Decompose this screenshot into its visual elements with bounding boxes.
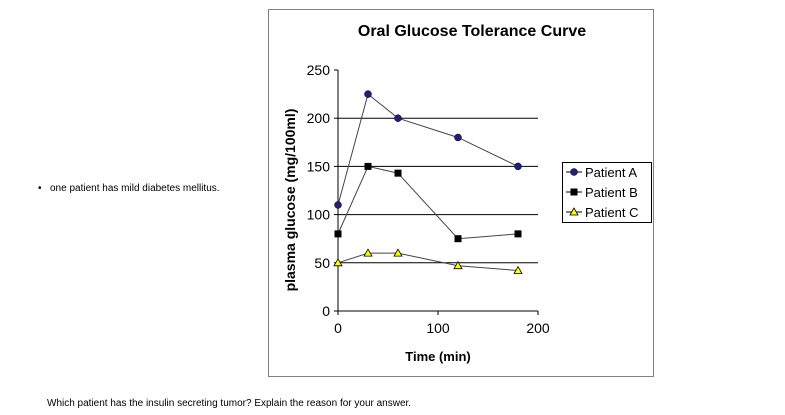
data-point [454, 133, 462, 142]
data-point [334, 230, 342, 238]
x-tick-label: 0 [334, 320, 342, 336]
x-tick-label: 200 [526, 320, 550, 336]
data-point [513, 265, 523, 274]
chart-title: Oral Glucose Tolerance Curve [358, 23, 586, 40]
y-tick-label: 0 [322, 303, 330, 319]
y-tick-label: 150 [307, 158, 331, 174]
legend-label: Patient A [585, 165, 637, 180]
data-point [364, 90, 372, 98]
data-point [364, 162, 372, 170]
question-text: Which patient has the insulin secreting … [47, 398, 412, 409]
bullet-text: one patient has mild diabetes mellitus. [38, 183, 220, 194]
data-point [514, 162, 522, 171]
y-tick-label: 200 [307, 110, 331, 126]
x-tick-label: 100 [426, 320, 450, 336]
data-point [453, 260, 463, 270]
y-tick-label: 100 [307, 207, 331, 223]
data-point [570, 168, 578, 176]
data-point [393, 248, 403, 257]
data-point [394, 114, 402, 122]
data-point [394, 169, 402, 177]
y-tick-label: 250 [307, 62, 331, 78]
y-tick-label: 50 [314, 255, 330, 271]
data-point [570, 188, 578, 196]
x-axis-label: Time (min) [405, 349, 471, 364]
glucose-chart: Oral Glucose Tolerance Curve plasma gluc… [268, 9, 654, 377]
y-axis-label: plasma glucose (mg/100ml) [282, 109, 298, 292]
data-point [514, 230, 522, 238]
data-point [569, 207, 579, 216]
data-point [454, 235, 462, 243]
legend-label: Patient C [585, 205, 638, 220]
legend-label: Patient B [585, 185, 638, 200]
data-point [363, 248, 373, 257]
data-point [333, 257, 343, 267]
data-point [334, 201, 342, 209]
